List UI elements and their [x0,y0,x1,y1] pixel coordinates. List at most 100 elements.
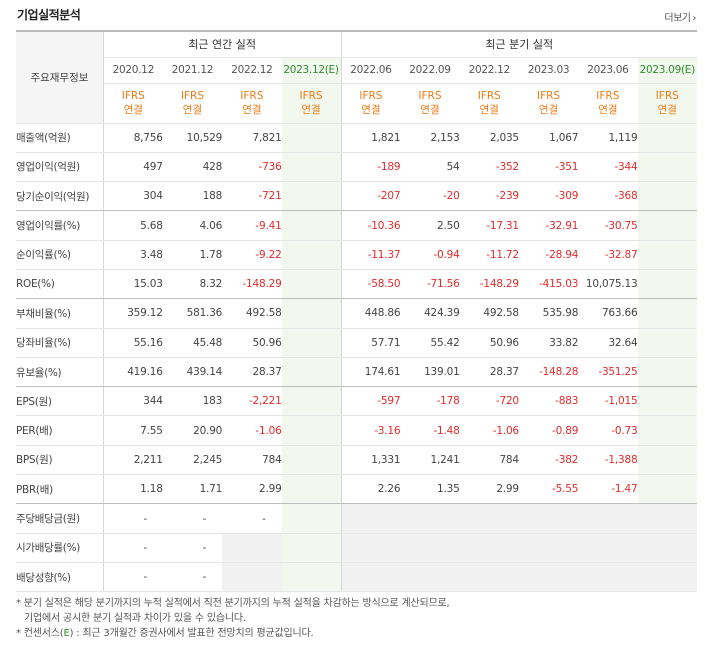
table-cell: -32.87 [578,240,638,270]
table-cell [222,562,282,593]
table-row: BPS(원) 2,211 2,245 784 1,331 1,241 784 -382 -1,3… [16,445,697,476]
table-cell: 45.48 [162,328,222,358]
table-cell: 581.36 [162,298,222,329]
table-cell: 344 [103,386,163,417]
table-cell: -883 [518,386,578,417]
table-cell: - [103,503,163,534]
table-cell: - [162,562,223,593]
table-cell: 28.37 [459,357,519,388]
table-cell [637,298,697,329]
table-cell [281,357,342,388]
table-cell: -1.06 [459,415,519,446]
accounting-standard[interactable]: IFRS 연결 [518,83,579,124]
table-cell [637,415,697,446]
table-cell [459,562,519,593]
table-cell: 10,529 [162,123,222,153]
table-row: 매출액(억원) 8,756 10,529 7,821 1,821 2,153 2,035 1,… [16,123,697,153]
table-cell: 2.99 [222,474,282,505]
accounting-standard[interactable]: IFRS 연결 [281,83,342,124]
table-cell [637,269,697,300]
accounting-standard[interactable]: IFRS 연결 [162,83,223,124]
table-cell [637,240,697,270]
row-label: ROE(%) [16,269,104,300]
table-cell: -3.16 [341,415,401,446]
period-header: 2022.09 [400,57,460,84]
table-cell: 50.96 [222,328,282,358]
table-row: 부채비율(%) 359.12 581.36 492.58 448.86 424.39 492… [16,298,697,329]
table-cell: 359.12 [103,298,163,329]
row-label: 부채비율(%) [16,298,104,329]
table-cell: -17.31 [459,210,519,241]
label-column-header: 주요재무정보 [16,30,104,124]
table-cell: -352 [459,152,519,183]
table-cell: -0.94 [400,240,460,270]
table-cell [518,533,579,563]
more-label[interactable]: 더보기 [664,13,691,24]
table-row: 유보율(%) 419.16 439.14 28.37 174.61 139.01 28.37… [16,357,697,388]
table-cell: 54 [400,152,460,183]
table-cell: -10.36 [341,210,401,241]
table-cell [637,123,697,153]
table-cell: 1.78 [162,240,222,270]
table-cell: -11.37 [341,240,401,270]
table-cell: 32.64 [578,328,638,358]
table-row: 당좌비율(%) 55.16 45.48 50.96 57.71 55.42 50.96 33.… [16,328,697,358]
table-cell [281,298,342,329]
table-cell: -71.56 [400,269,460,300]
accounting-standard[interactable]: IFRS 연결 [103,83,163,124]
table-cell: 2.50 [400,210,460,241]
accounting-standard[interactable]: IFRS 연결 [637,83,697,124]
accounting-standard[interactable]: IFRS 연결 [222,83,282,124]
row-label: 당좌비율(%) [16,328,104,358]
table-cell [281,210,342,241]
table-cell [637,328,697,358]
table-cell: 497 [103,152,163,183]
table-cell: -11.72 [459,240,519,270]
table-row: 배당성향(%) - - [16,562,697,593]
table-cell [281,503,342,534]
table-cell: 1,067 [518,123,578,153]
accounting-standard[interactable]: IFRS 연결 [578,83,638,124]
table-row: 당기순이익(억원) 304 188 -721 -207 -20 -239 -309 -368 [16,181,697,212]
more-link[interactable]: 더보기 › [662,9,696,24]
table-cell: -9.41 [222,210,282,241]
table-cell [281,533,342,563]
table-cell [341,562,401,593]
accounting-standard[interactable]: IFRS 연결 [341,83,401,124]
table-row: ROE(%) 15.03 8.32 -148.29 -58.50 -71.56 -148.2… [16,269,697,300]
table-cell: -148.28 [518,357,578,388]
table-cell: 1,331 [341,445,401,476]
table-cell: 763.66 [578,298,638,329]
table-cell: - [222,503,282,534]
table-cell: -30.75 [578,210,638,241]
table-cell [281,240,342,270]
period-header: 2022.12 [459,57,519,84]
table-cell: -148.29 [222,269,282,300]
table-cell: -5.55 [518,474,578,505]
table-row: 영업이익(억원) 497 428 -736 -189 54 -352 -351 -344 [16,152,697,183]
accounting-standard[interactable]: IFRS 연결 [400,83,460,124]
table-row: 순이익률(%) 3.48 1.78 -9.22 -11.37 -0.94 -11.72 -28… [16,240,697,270]
table-cell: -28.94 [518,240,578,270]
table-row: 시가배당률(%) - - [16,533,697,563]
table-cell [281,123,342,153]
table-cell [281,152,342,183]
table-cell [459,533,519,563]
period-header: 2023.03 [518,57,579,84]
table-cell: 10,075.13 [578,269,638,300]
accounting-standard[interactable]: IFRS 연결 [459,83,519,124]
table-cell: -344 [578,152,638,183]
table-cell [518,562,579,593]
table-cell: 1.71 [162,474,222,505]
table-cell [578,503,638,534]
row-label: 주당배당금(원) [16,503,104,534]
period-header: 2022.06 [341,57,401,84]
table-cell: 55.42 [400,328,460,358]
table-cell [281,328,342,358]
row-label: EPS(원) [16,386,104,417]
row-label: 영업이익률(%) [16,210,104,241]
table-cell: 535.98 [518,298,578,329]
table-cell: -720 [459,386,519,417]
period-header: 2023.06 [578,57,638,84]
table-cell [281,445,342,476]
